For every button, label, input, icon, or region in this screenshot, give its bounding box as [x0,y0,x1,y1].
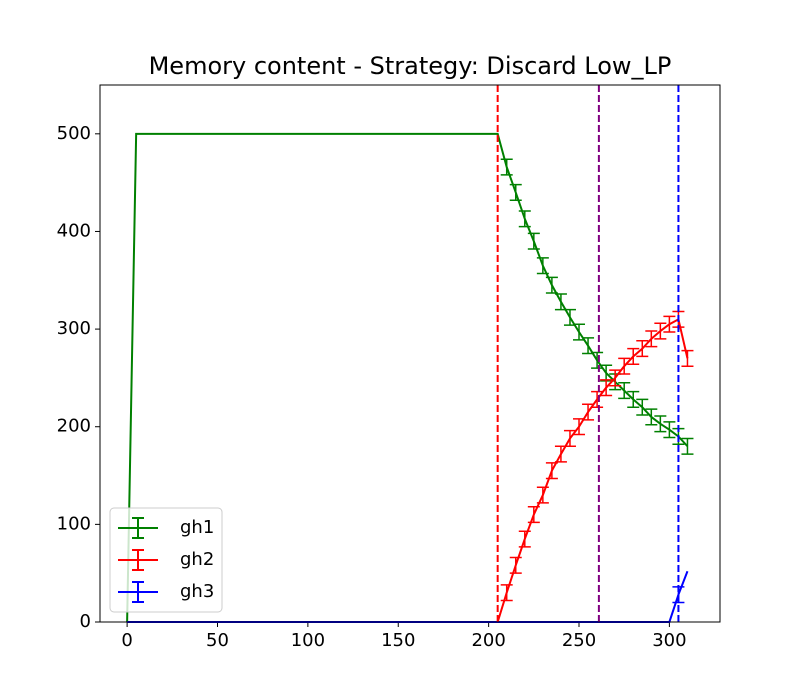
x-tick-label: 50 [206,630,229,651]
x-tick-label: 250 [562,630,596,651]
error-bar [627,347,640,365]
error-bar [627,390,640,408]
error-bar [536,257,549,275]
error-bar [636,398,649,416]
y-tick-label: 100 [57,513,91,534]
error-bar [591,351,604,369]
error-bar [518,530,531,548]
error-bar [545,276,558,294]
error-bar [563,308,576,326]
error-bar [527,506,540,524]
error-bar [681,437,694,455]
error-bar [654,415,667,433]
legend-label: gh3 [180,581,214,602]
error-bar [663,315,676,333]
legend-icon [118,549,158,571]
y-tick-label: 400 [57,220,91,241]
plot-frame [99,84,721,623]
y-tick-label: 200 [57,416,91,437]
error-bar [636,340,649,358]
error-bar [582,337,595,355]
error-bar [681,349,694,367]
error-bar [518,210,531,228]
error-bar [573,418,586,436]
error-bar [527,232,540,250]
error-bar [545,462,558,480]
error-bar [582,403,595,421]
error-bar [618,357,631,375]
x-tick-label: 200 [471,630,505,651]
error-bar [600,379,613,397]
x-tick-label: 100 [291,630,325,651]
x-tick-label: 150 [381,630,415,651]
legend-label: gh2 [180,549,214,570]
error-bar [618,382,631,400]
error-bar [500,584,513,602]
error-bar [645,330,658,348]
legend-icon [118,517,158,539]
y-tick-label: 0 [80,611,91,632]
x-tick-label: 0 [121,630,132,651]
error-bar [509,183,522,201]
error-bar [500,158,513,176]
error-bar [536,486,549,504]
error-bar [654,322,667,340]
error-bar [573,323,586,341]
error-bar [663,421,676,439]
x-tick-label: 300 [652,630,686,651]
chart-title: Memory content - Strategy: Discard Low_L… [149,52,672,80]
error-bar [609,369,622,387]
y-tick-label: 500 [57,123,91,144]
error-bar [563,429,576,448]
error-bar [509,556,522,574]
y-tick-label: 300 [57,318,91,339]
legend-icon [118,581,158,603]
legend-label: gh1 [180,517,214,538]
error-bar [645,408,658,426]
error-bar [591,390,604,408]
